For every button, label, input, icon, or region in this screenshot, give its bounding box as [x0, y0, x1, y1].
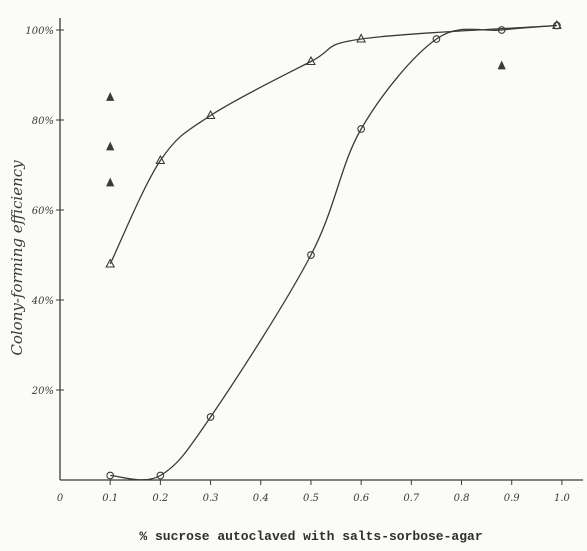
- data-markers: [105, 19, 562, 480]
- y-tick-label: 80%: [32, 116, 54, 127]
- filled-triangle-point: [497, 60, 506, 70]
- open-circle-point: [357, 125, 365, 133]
- x-tick-label: 0.4: [253, 493, 269, 504]
- x-tick-label: 0: [57, 493, 64, 504]
- open-circle-point: [553, 21, 561, 30]
- x-tick-label: 1.0: [554, 493, 571, 504]
- x-tick-label: 0.6: [353, 493, 370, 504]
- open-circle-point: [497, 26, 506, 34]
- y-tick-label: 100%: [25, 26, 54, 37]
- x-tick-label: 0.8: [454, 493, 470, 504]
- open-circle-point: [206, 413, 215, 421]
- open-circle-point: [156, 471, 165, 480]
- y-axis-label: Colony-forming efficiency: [8, 160, 26, 356]
- fitted-curves: [109, 24, 557, 481]
- x-tick-label: 0.9: [504, 493, 521, 504]
- y-tick-label: 40%: [31, 296, 54, 307]
- series-2-curve: [110, 24, 557, 481]
- open-triangle-point: [205, 109, 216, 120]
- y-tick-label: 60%: [32, 206, 54, 217]
- series-1-curve: [109, 24, 557, 265]
- x-tick-label: 0.2: [152, 493, 168, 504]
- filled-triangle-point: [106, 177, 115, 187]
- open-triangle-point: [155, 154, 166, 165]
- open-triangle-point: [105, 258, 116, 268]
- x-tick-label: 0.5: [303, 493, 319, 504]
- y-tick-label: 20%: [31, 386, 54, 397]
- x-tick-label: 0.1: [102, 493, 118, 504]
- x-axis-label: % sucrose autoclaved with salts-sorbose-…: [139, 529, 482, 544]
- open-circle-point: [307, 251, 315, 259]
- open-circle-point: [432, 35, 441, 43]
- filled-triangle-point: [106, 141, 115, 151]
- open-circle-point: [106, 471, 115, 480]
- x-tick-label: 0.7: [403, 493, 420, 504]
- open-triangle-point: [306, 55, 316, 66]
- filled-triangle-point: [106, 92, 115, 101]
- x-tick-label: 0.3: [203, 493, 219, 504]
- open-triangle-point: [356, 33, 367, 43]
